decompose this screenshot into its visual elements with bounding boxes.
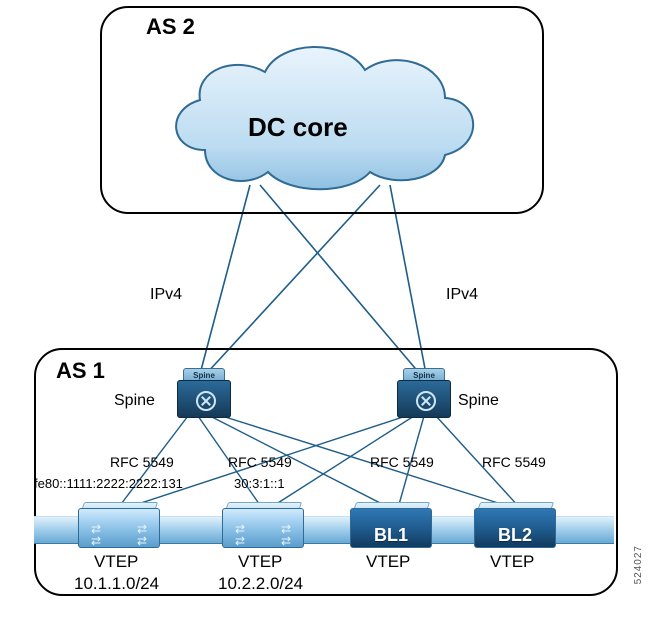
switch-0-body: ⇄⇄ ⇄⇄ [78, 508, 160, 548]
rfc-label-1: RFC 5549 [228, 454, 292, 470]
switch-0-arrows-icon: ⇄⇄ ⇄⇄ [91, 523, 147, 547]
switch-2-body: BL1 [350, 508, 432, 548]
image-id: 524027 [633, 545, 644, 584]
as1-title: AS 1 [56, 358, 105, 384]
switch-2: BL1 [350, 502, 430, 552]
rfc-label-2: RFC 5549 [370, 454, 434, 470]
link-label-ipv4-left: IPv4 [150, 286, 182, 304]
switch-3: BL2 [474, 502, 554, 552]
link-label-ipv4-right: IPv4 [446, 286, 478, 304]
switch-0-sub-1: 10.1.1.0/24 [74, 574, 159, 594]
spine-right-body [397, 380, 451, 418]
switch-1-body: ⇄⇄ ⇄⇄ [222, 508, 304, 548]
switch-0-sub-0: VTEP [94, 552, 138, 572]
spine-right-caption: Spine [458, 392, 499, 410]
switch-1-arrows-icon: ⇄⇄ ⇄⇄ [235, 523, 291, 547]
switch-3-sub-0: VTEP [490, 552, 534, 572]
spine-right: Spine [397, 368, 449, 416]
ipv6-b: 30:3:1::1 [234, 476, 285, 491]
vbar-seg-4 [554, 516, 614, 544]
ipv6-a: fe80::1111:2222:2222:131 [34, 476, 183, 491]
vbar-seg-1 [158, 516, 222, 544]
as2-title: AS 2 [146, 14, 195, 40]
switch-3-label: BL2 [475, 525, 555, 546]
rfc-label-0: RFC 5549 [110, 454, 174, 470]
spine-right-icon [416, 391, 436, 411]
switch-3-body: BL2 [474, 508, 556, 548]
spine-left-body [177, 380, 231, 418]
switch-2-label: BL1 [351, 525, 431, 546]
vbar-seg-3 [430, 516, 474, 544]
cloud-label: DC core [248, 112, 348, 143]
vbar-seg-2 [302, 516, 350, 544]
vbar-seg-0 [34, 516, 78, 544]
spine-left-caption: Spine [114, 392, 155, 410]
spine-left: Spine [177, 368, 229, 416]
switch-0: ⇄⇄ ⇄⇄ [78, 502, 158, 552]
rfc-label-3: RFC 5549 [482, 454, 546, 470]
switch-1-sub-0: VTEP [238, 552, 282, 572]
switch-1-sub-1: 10.2.2.0/24 [218, 574, 303, 594]
switch-1: ⇄⇄ ⇄⇄ [222, 502, 302, 552]
spine-left-icon [196, 391, 216, 411]
switch-2-sub-0: VTEP [366, 552, 410, 572]
